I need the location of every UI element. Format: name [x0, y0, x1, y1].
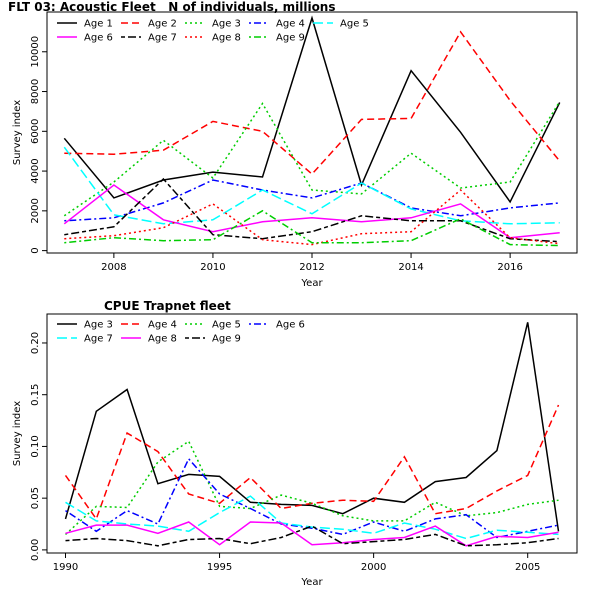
x-tick-label: 2012 — [299, 262, 324, 273]
series-line-age-4 — [64, 404, 560, 521]
legend-label: Age 3 — [212, 19, 241, 30]
legend-label: Age 9 — [212, 334, 241, 345]
y-axis-label: Survey index — [12, 401, 23, 466]
x-tick-label: 2016 — [497, 262, 522, 273]
x-tick-label: 2000 — [361, 562, 386, 573]
series-line-age-5 — [63, 146, 560, 225]
legend-label: Age 5 — [212, 320, 241, 331]
series-line-age-9 — [65, 525, 559, 547]
legend-label: Age 7 — [148, 33, 177, 44]
x-tick-label: 2010 — [200, 262, 225, 273]
series-line-age-6 — [65, 457, 559, 539]
series-line-age-8 — [65, 521, 559, 547]
legend-label: Age 2 — [148, 19, 177, 30]
x-tick-label: 1990 — [53, 562, 78, 573]
plot-frame — [46, 11, 578, 254]
chart-title-trapnet: CPUE Trapnet fleet — [104, 299, 231, 313]
y-tick-label: 2000 — [30, 198, 41, 223]
x-tick-label: 2014 — [398, 262, 423, 273]
legend-label: Age 3 — [84, 320, 113, 331]
series-line-age-8 — [64, 188, 560, 246]
plot-frame — [46, 313, 578, 554]
y-tick-label: 4000 — [30, 158, 41, 183]
chart-title-acoustic: FLT 03: Acoustic Fleet N of individuals,… — [8, 0, 336, 14]
y-tick-label: 0.15 — [30, 384, 41, 406]
legend-label: Age 1 — [84, 19, 113, 30]
legend-label: Age 8 — [212, 33, 241, 44]
series-line-age-5 — [64, 440, 559, 535]
legend-label: Age 6 — [84, 33, 113, 44]
y-tick-label: 6000 — [30, 119, 41, 144]
legend-label: Age 7 — [84, 334, 113, 345]
x-axis-label: Year — [300, 577, 323, 588]
series-line-age-9 — [64, 209, 560, 247]
y-tick-label: 8000 — [30, 79, 41, 104]
legend-label: Age 6 — [276, 320, 305, 331]
series-line-age-2 — [64, 30, 561, 176]
legend-label: Age 4 — [148, 320, 177, 331]
y-axis-label: Survey index — [12, 100, 23, 165]
x-axis-label: Year — [300, 278, 323, 289]
x-tick-label: 2008 — [101, 262, 126, 273]
y-tick-label: 0 — [30, 247, 41, 253]
series-line-age-1 — [63, 15, 561, 204]
series-line-age-6 — [63, 184, 560, 239]
series-line-age-3 — [64, 322, 560, 532]
legend-label: Age 5 — [340, 19, 369, 30]
y-tick-label: 0.20 — [30, 332, 41, 354]
series-line-age-7 — [65, 495, 559, 540]
x-tick-label: 1995 — [207, 562, 232, 573]
legend-label: Age 9 — [276, 33, 305, 44]
series-line-age-3 — [63, 101, 561, 217]
x-tick-label: 2005 — [515, 562, 540, 573]
legend-label: Age 4 — [276, 19, 305, 30]
legend-label: Age 8 — [148, 334, 177, 345]
y-tick-label: 0.10 — [30, 435, 41, 457]
y-tick-label: 0.00 — [30, 539, 41, 561]
y-tick-label: 10000 — [30, 36, 41, 68]
y-tick-label: 0.05 — [30, 487, 41, 509]
